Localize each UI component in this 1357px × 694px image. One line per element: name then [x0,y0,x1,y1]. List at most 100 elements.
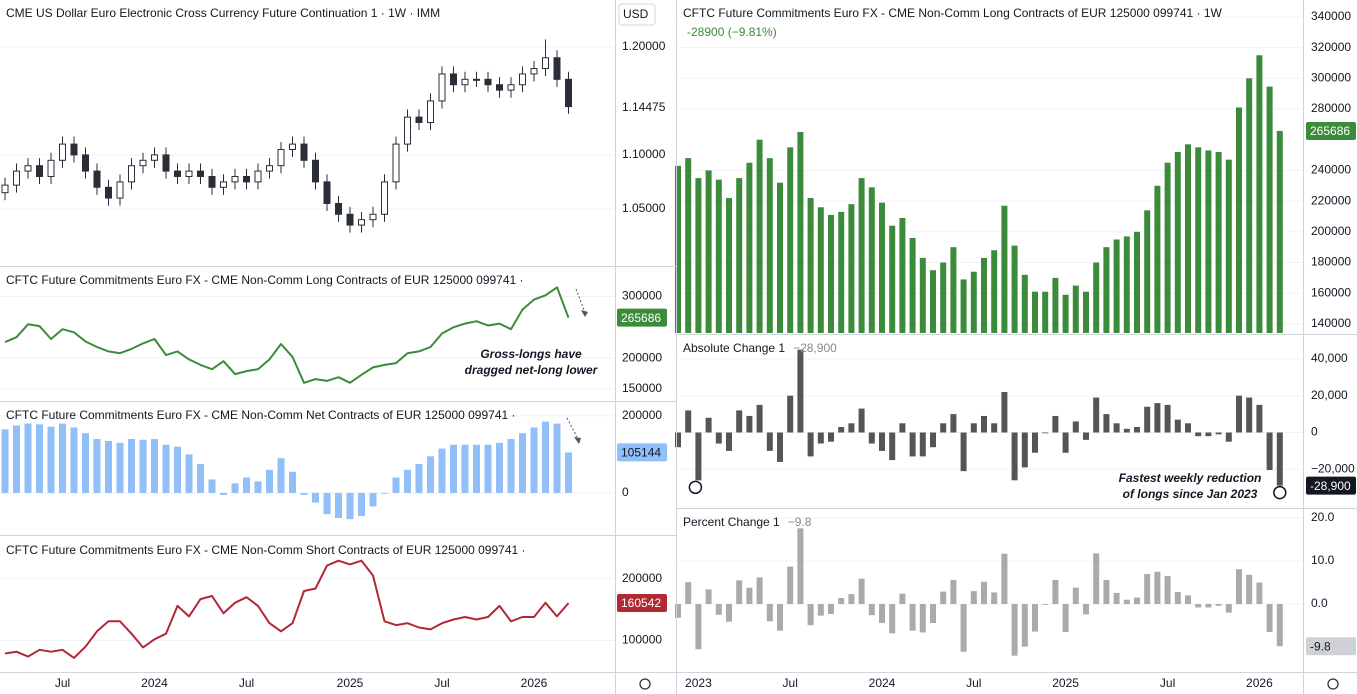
bar [1093,397,1100,433]
bar [530,427,538,493]
bar [1,429,9,493]
bar [1032,432,1038,453]
bar [726,198,732,333]
bar [797,528,804,605]
bar [981,257,987,333]
bar [787,566,794,605]
y-tick-label: 150000 [622,381,662,395]
bar [950,247,957,333]
bar [868,187,875,333]
bar [1154,571,1161,605]
candle-body [70,143,78,156]
bar [899,593,906,605]
bar [1195,432,1202,437]
bar [1113,592,1120,605]
candle-body [565,78,572,108]
bar [1276,604,1283,647]
candle-body [185,170,193,177]
x-tick-label: Jul [1160,676,1175,690]
bar [1256,582,1263,605]
candle-body [277,149,285,167]
bar [736,178,743,333]
y-tick-label: 240000 [1311,163,1351,177]
bar [930,604,936,623]
settings-icon[interactable] [1327,678,1339,690]
bar [1093,262,1100,333]
annotation-arrow-head [574,437,581,444]
y-tick-label: 1.05000 [622,201,666,215]
bar [312,492,319,503]
bar [868,604,875,616]
candle-body [36,165,43,177]
bar [1042,432,1049,434]
legend-value: −9.8 [788,515,812,529]
x-tick-label: Jul [434,676,449,690]
bar [1052,415,1059,433]
bar [1174,592,1181,605]
last-value-label: -28,900 [1310,479,1351,493]
bar [1021,432,1028,468]
bar [879,604,885,623]
candle-body [404,116,411,145]
bar [1032,291,1038,333]
x-tick-label: 2023 [685,676,712,690]
bar [766,158,773,333]
bar [919,432,926,457]
change-label: -28900 (−9.81%) [687,25,777,39]
settings-icon[interactable] [639,678,651,690]
bar [879,202,885,333]
bar [1021,604,1028,647]
bar [1154,185,1161,333]
bar [991,592,998,605]
y-tick-label: 320000 [1311,40,1351,54]
bar [116,442,124,493]
bar [715,179,722,333]
y-tick-label: 300000 [622,289,662,303]
currency-button[interactable] [618,3,656,26]
y-tick-label: 100000 [622,633,662,647]
bar [746,587,753,605]
x-tick-label: 2024 [141,676,168,690]
last-value-label: 160542 [621,596,661,610]
bar [889,604,896,634]
last-value-badge [617,594,667,613]
candle-body [197,170,204,177]
y-tick-label: 1.10000 [622,147,666,161]
bar [909,432,916,457]
last-value-badge [1306,476,1356,495]
bar [960,279,967,333]
bar [970,591,977,605]
bar [139,439,147,493]
bar [736,580,743,605]
bar [335,492,342,518]
bar [1205,432,1212,437]
bar [970,423,977,433]
bar [496,442,503,493]
bar [1225,604,1232,613]
bar [909,237,916,333]
chart-title: CFTC Future Commitments Euro FX - CME No… [6,408,516,422]
bar [1256,55,1263,333]
bar [828,604,834,614]
x-tick-label: 2026 [521,676,548,690]
highlight-circle [1273,485,1287,500]
bar [981,415,987,433]
last-value-badge [617,308,667,327]
bar [1011,245,1018,333]
y-tick-label: 200000 [622,571,662,585]
bar [726,432,732,451]
y-tick-label: 280000 [1311,101,1351,115]
bar [1174,151,1181,333]
bar [1144,406,1151,433]
y-tick-label: 140000 [1311,316,1351,330]
y-tick-label: 220000 [1311,193,1351,207]
bar [1083,432,1089,440]
bar [70,427,78,493]
bar [1042,604,1049,605]
candle-body [519,73,526,86]
bar [1276,130,1283,333]
bar [777,182,783,333]
bar [1062,604,1069,633]
bar [220,492,227,495]
candle-body [47,159,55,177]
